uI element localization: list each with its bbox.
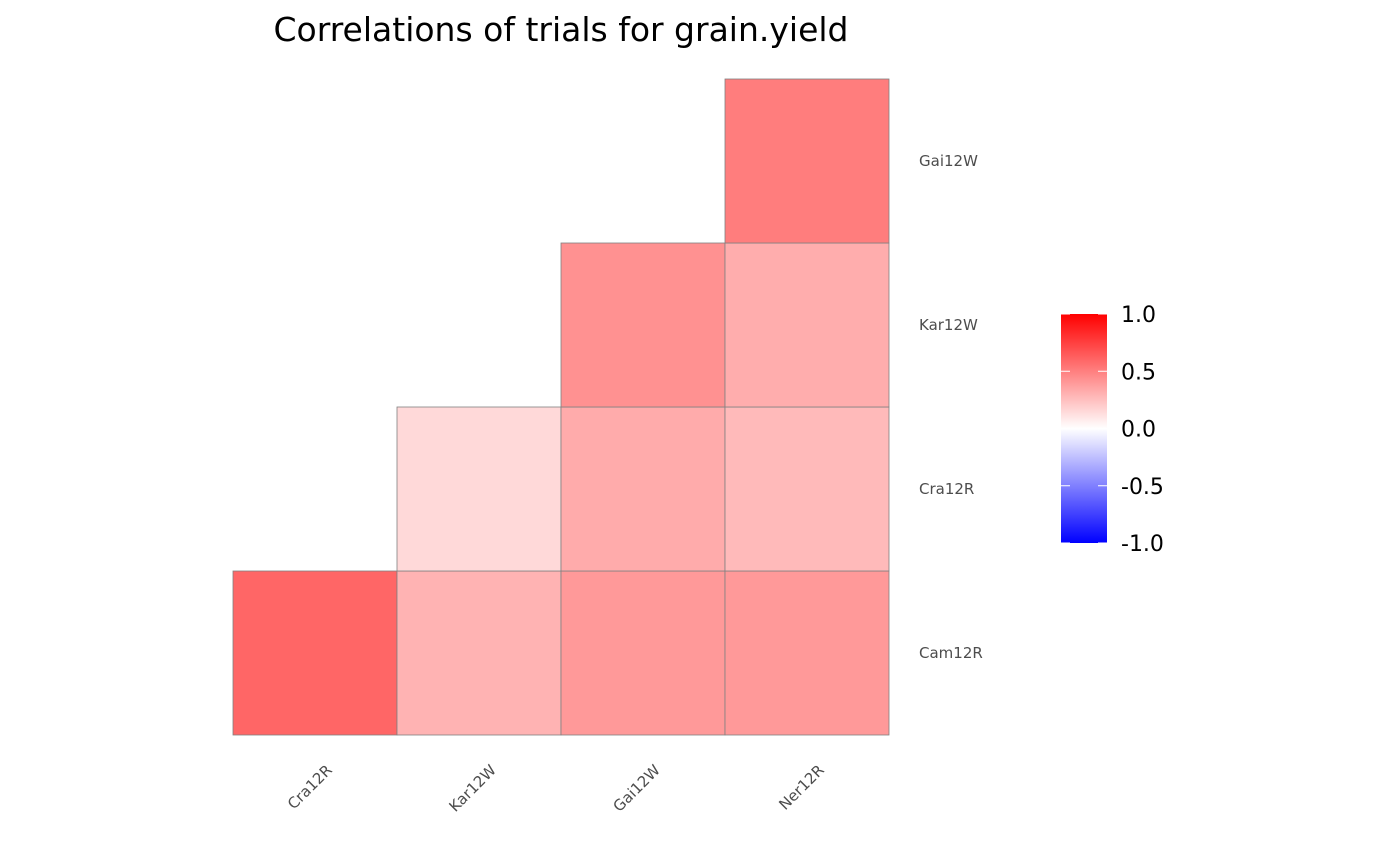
heatmap-cell-cra12r-cam12r — [232, 570, 398, 736]
color-legend: -1.0 -0.5 0.0 0.5 1.0 — [1061, 303, 1164, 557]
heatmap-cell-ner12r-cam12r — [724, 570, 890, 736]
y-tick-label-kar12w: Kar12W — [919, 316, 978, 334]
x-axis-tick-labels: Cra12R Kar12W Gai12W Ner12R — [284, 761, 828, 815]
x-tick-label-kar12w: Kar12W — [445, 761, 499, 815]
y-tick-label-gai12w: Gai12W — [919, 152, 978, 170]
chart-title: Correlations of trials for grain.yield — [274, 10, 849, 49]
y-tick-label-cam12r: Cam12R — [919, 644, 983, 662]
x-tick-label-gai12w: Gai12W — [609, 761, 663, 815]
heatmap-cell-gai12w-cra12r — [560, 406, 726, 572]
legend-label: 0.0 — [1121, 418, 1156, 443]
heatmap-cell-gai12w-cam12r — [560, 570, 726, 736]
legend-label: -0.5 — [1121, 475, 1164, 500]
heatmap-cell-kar12w-cam12r — [396, 570, 562, 736]
heatmap-cell-ner12r-kar12w — [724, 242, 890, 408]
legend-label: 0.5 — [1121, 360, 1156, 385]
y-tick-label-cra12r: Cra12R — [919, 480, 974, 498]
heatmap-cell-ner12r-cra12r — [724, 406, 890, 572]
heatmap-cell-ner12r-gai12w — [724, 78, 890, 244]
x-tick-label-cra12r: Cra12R — [284, 761, 336, 813]
heatmap-cell-gai12w-kar12w — [560, 242, 726, 408]
y-axis-tick-labels: Cam12R Cra12R Kar12W Gai12W — [919, 152, 983, 662]
x-tick-label-ner12r: Ner12R — [775, 761, 827, 813]
legend-label: 1.0 — [1121, 303, 1156, 328]
heatmap-cell-kar12w-cra12r — [396, 406, 562, 572]
legend-label: -1.0 — [1121, 532, 1164, 557]
heatmap-cells — [232, 78, 890, 736]
